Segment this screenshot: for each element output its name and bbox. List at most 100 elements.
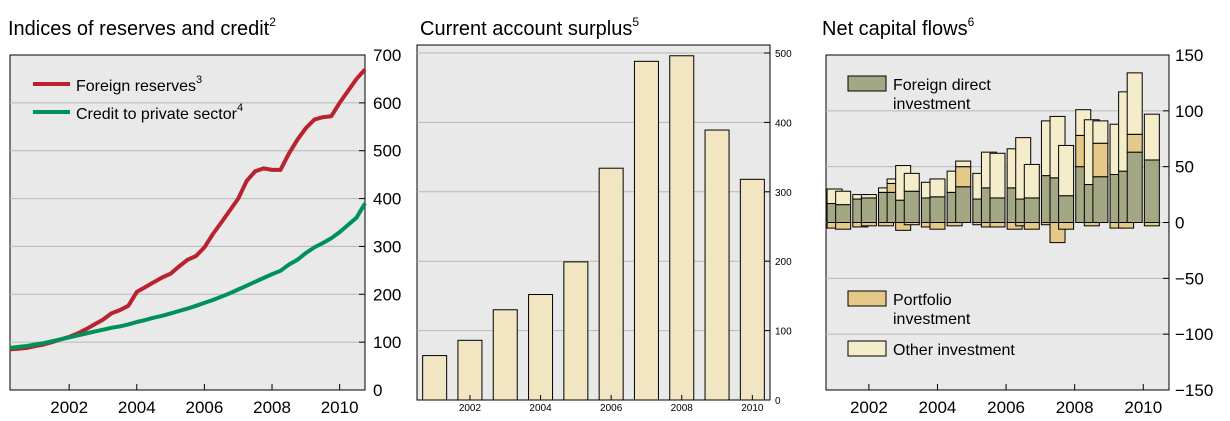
bar-segment-fdi: [903, 190, 920, 224]
bar-segment-portfolio: [946, 222, 963, 227]
bar: [704, 129, 730, 401]
series-line-credit-private: [9, 202, 367, 350]
bar-segment-portfolio: [1058, 222, 1075, 230]
bar: [669, 55, 695, 401]
bar-segment-portfolio: [1092, 142, 1109, 178]
bar-segment-portfolio: [1126, 133, 1143, 153]
bar: [739, 178, 765, 401]
y-tick-label: 300: [373, 237, 401, 256]
bar-segment-portfolio: [895, 222, 912, 231]
x-tick-label: 2010: [1124, 398, 1162, 416]
bar: [492, 309, 518, 401]
y-tick-label: 150: [1175, 46, 1203, 65]
capital-flows-panel: Net capital flows6 −150 −100 −50 0 50 100 150 2…: [822, 15, 1213, 417]
legend-swatch-portfolio: [847, 290, 887, 307]
bar-segment-fdi: [835, 204, 852, 223]
bar-segment-other: [835, 190, 852, 206]
legend-label-portfolio: Portfolio investment: [893, 292, 971, 328]
axis-ticks: 0 100 200 300 400 500 600 700 2002 2004 2006 2008 20…: [50, 46, 401, 417]
bar-segment-portfolio: [903, 222, 920, 226]
bar-segment-portfolio: [1143, 222, 1160, 227]
series-lines: [9, 68, 367, 352]
bar-segment-other: [1092, 120, 1109, 144]
x-tick-label: 2008: [253, 398, 291, 416]
y-tick-label: 100: [775, 327, 792, 338]
x-tick-label: 2008: [1056, 398, 1094, 416]
bar: [598, 167, 624, 401]
y-tick-label: 600: [373, 94, 401, 113]
bar-segment-other: [860, 194, 877, 199]
panel-title: Current account surplus5: [420, 15, 639, 40]
y-tick-label: 50: [1175, 158, 1194, 177]
y-tick-label: −150: [1175, 381, 1213, 400]
bar-segment-fdi: [929, 196, 946, 223]
x-tick-label: 2008: [671, 403, 694, 414]
bar-segment-other: [1143, 113, 1160, 161]
bars: [422, 55, 765, 401]
bar-segment-portfolio: [989, 222, 1006, 228]
x-tick-label: 2004: [919, 398, 957, 416]
bar-segment-other: [929, 178, 946, 198]
x-tick-label: 2004: [529, 403, 552, 414]
bar-segment-fdi: [1126, 151, 1143, 223]
y-tick-label: 500: [373, 142, 401, 161]
bar-segment-portfolio: [878, 222, 895, 227]
bar-segment-portfolio: [860, 222, 877, 227]
y-tick-label: 400: [775, 118, 792, 129]
bar-segment-other: [903, 172, 920, 192]
x-tick-label: 2010: [321, 398, 359, 416]
y-tick-label: 0: [1175, 214, 1184, 233]
bar-segment-fdi: [860, 197, 877, 223]
bar-segment-portfolio: [955, 166, 972, 188]
bar-segment-portfolio: [929, 222, 946, 230]
y-tick-label: 100: [1175, 102, 1203, 121]
legend-swatch-other: [847, 340, 887, 357]
legend: Foreign direct investment Portfolio invest…: [847, 75, 1015, 359]
legend-label-fdi: Foreign direct investment: [893, 77, 991, 113]
axis-ticks: −150 −100 −50 0 50 100 150 2002 2004 2006 2008 2010: [850, 46, 1213, 417]
legend-swatch-fdi: [847, 75, 887, 92]
y-tick-label: 200: [373, 285, 401, 304]
x-tick-label: 2006: [987, 398, 1025, 416]
bar: [422, 355, 448, 401]
legend-label-other: Other investment: [893, 342, 1015, 359]
reserves-credit-panel: Indices of reserves and credit2 0 100 200 3…: [8, 15, 401, 417]
y-tick-label: 0: [775, 396, 781, 407]
y-tick-label: −100: [1175, 325, 1213, 344]
bar: [633, 60, 659, 401]
bar-segment-portfolio: [1023, 222, 1040, 230]
bar-segment-portfolio: [1118, 222, 1135, 229]
legend-label-credit-private: Credit to private sector4: [76, 102, 243, 123]
bar-segment-portfolio: [1083, 222, 1100, 227]
x-tick-label: 2006: [185, 398, 223, 416]
x-tick-label: 2004: [118, 398, 156, 416]
axis-ticks: 0 100 200 300 400 500 2002 2004 2006 2008 2010: [459, 49, 792, 414]
bar-segment-other: [955, 160, 972, 168]
bar-segment-fdi: [1058, 195, 1075, 223]
bar-segment-fdi: [1143, 159, 1160, 223]
bars: [826, 72, 1160, 244]
current-account-panel: Current account surplus5 0 100 200 300 400 50…: [416, 15, 792, 414]
bar-segment-other: [1023, 163, 1040, 199]
x-tick-label: 2006: [600, 403, 623, 414]
bar-segment-portfolio: [835, 222, 852, 230]
panel-title: Net capital flows6: [822, 15, 975, 40]
gridlines: [417, 52, 770, 332]
legend-label-foreign-reserves: Foreign reserves3: [76, 74, 202, 95]
legend: Foreign reserves3 Credit to private sect…: [33, 74, 243, 123]
y-tick-label: −50: [1175, 269, 1204, 288]
bar: [457, 339, 483, 401]
bar-segment-other: [989, 152, 1006, 199]
y-tick-label: 500: [775, 49, 792, 60]
y-tick-label: 0: [373, 381, 382, 400]
y-tick-label: 100: [373, 333, 401, 352]
bar-segment-fdi: [955, 186, 972, 223]
panel-title: Indices of reserves and credit2: [8, 15, 276, 40]
bar-segment-other: [1126, 72, 1143, 135]
y-tick-label: 700: [373, 46, 401, 65]
x-tick-label: 2010: [741, 403, 764, 414]
bar-segment-other: [1058, 144, 1075, 197]
gridlines: [10, 102, 365, 343]
